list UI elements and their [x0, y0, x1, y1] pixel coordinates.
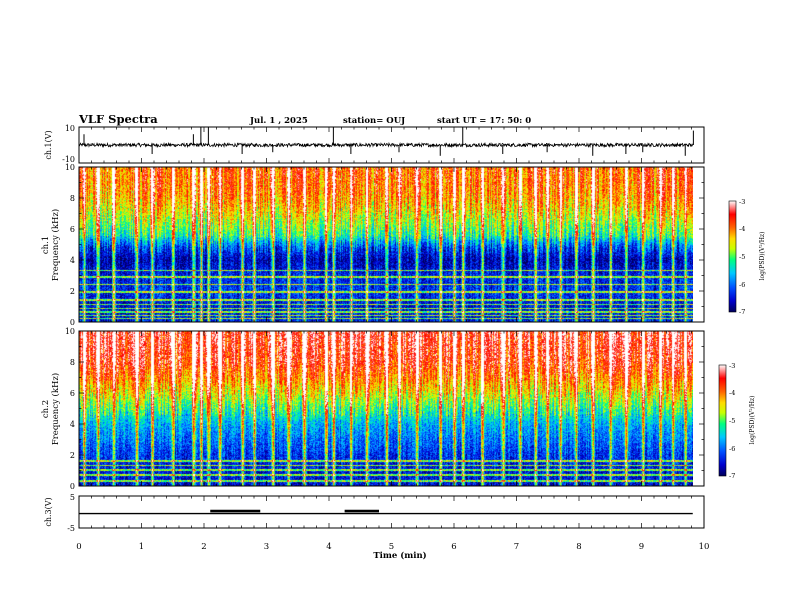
time-tick-10: 10	[699, 542, 710, 552]
ch1-freq-tick-8: 8	[70, 194, 75, 203]
ch2-freq-tick-4: 4	[70, 420, 75, 429]
ch1-noise-trace	[78, 141, 694, 149]
ch1-ytick-top: 10	[65, 124, 75, 133]
ch1-freq-tick-10: 10	[65, 163, 75, 172]
ch1-spectrogram-heatmap	[79, 167, 693, 322]
ch3-ytick-top: 5	[70, 493, 75, 502]
ch2-spectrogram-heatmap	[79, 331, 693, 486]
time-tick-3: 3	[264, 542, 269, 552]
time-tick-0: 0	[76, 542, 81, 552]
ch1-colorbar-tick-7: -7	[739, 308, 745, 316]
time-tick-1: 1	[139, 542, 144, 552]
ch1-colorbar-tick-3: -3	[739, 198, 745, 206]
ch3-signal-ylabel: ch.3(V)	[44, 497, 53, 526]
ch2-freq-tick-0: 0	[70, 482, 75, 491]
time-axis-label: Time (min)	[373, 550, 426, 561]
date-label: Jul. 1 , 2025	[249, 116, 308, 126]
ch2-colorbar: -3 -4 -5 -6 -7 log(PSD)(V²/Hz)	[718, 362, 756, 480]
time-tick-9: 9	[639, 542, 644, 552]
time-tick-8: 8	[576, 542, 581, 552]
time-axis-tick-labels: 0 1 2 3 4 5 6 7 8 9 10	[76, 542, 709, 552]
station-label: station= OUJ	[343, 116, 405, 126]
ch2-freq-tick-10: 10	[65, 327, 75, 336]
ch1-colorbar: -3 -4 -5 -6 -7 log(PSD)(V²/Hz)	[728, 198, 766, 316]
ch2-spectrogram-panel: 0 2 4 6 8 10 ch.2 Frequency (kHz)	[41, 327, 705, 491]
ch1-spectrogram-ylabel: Frequency (kHz)	[50, 209, 61, 281]
time-tick-2: 2	[201, 542, 206, 552]
ch2-freq-tick-8: 8	[70, 358, 75, 367]
ch1-freq-tick-2: 2	[70, 287, 75, 296]
ch2-spectrogram-ylabel: Frequency (kHz)	[50, 373, 61, 445]
ch2-freq-tick-2: 2	[70, 451, 75, 460]
ch1-spectrogram-channel-label: ch.1	[41, 236, 51, 254]
ch1-waveform-ylabel: ch.1(V)	[44, 130, 53, 159]
ch3-signal-ticks	[78, 496, 705, 528]
ch2-colorbar-tick-4: -4	[729, 389, 735, 397]
ch2-colorbar-tick-7: -7	[729, 472, 735, 480]
ch1-freq-tick-6: 6	[70, 225, 75, 234]
ch1-colorbar-scale	[728, 200, 737, 313]
ch1-waveform-ticks	[78, 127, 705, 163]
ch2-colorbar-tick-5: -5	[729, 417, 735, 425]
ch1-waveform-trace	[78, 127, 694, 156]
ch1-colorbar-tick-6: -6	[739, 281, 745, 289]
ch1-colorbar-tick-4: -4	[739, 225, 745, 233]
figure-title: VLF Spectra	[78, 112, 158, 126]
ch1-colorbar-tick-5: -5	[739, 253, 745, 261]
ch1-colorbar-label: log(PSD)(V²/Hz)	[759, 232, 766, 281]
ch2-spectrogram-channel-label: ch.2	[41, 400, 51, 418]
ch2-freq-tick-6: 6	[70, 389, 75, 398]
ch1-ytick-bottom: -10	[62, 155, 75, 164]
time-tick-7: 7	[514, 542, 519, 552]
ch3-signal-trace	[79, 509, 693, 515]
ch2-colorbar-label: log(PSD)(V²/Hz)	[749, 396, 756, 445]
ch1-freq-tick-0: 0	[70, 318, 75, 327]
ch1-waveform-panel: 10 -10 ch.1(V)	[44, 124, 705, 164]
ch1-spectrogram-panel: 0 2 4 6 8 10 ch.1 Frequency (kHz)	[41, 163, 705, 327]
ch1-freq-tick-4: 4	[70, 256, 75, 265]
start-time-label: start UT = 17: 50: 0	[437, 116, 531, 126]
ch2-colorbar-tick-3: -3	[729, 362, 735, 370]
ch2-colorbar-tick-6: -6	[729, 445, 735, 453]
time-tick-4: 4	[326, 542, 331, 552]
ch2-colorbar-scale	[718, 364, 727, 477]
time-tick-5: 5	[389, 542, 394, 552]
ch2-spectrogram-ticks	[78, 330, 705, 487]
time-tick-6: 6	[451, 542, 456, 552]
ch3-ytick-bottom: -5	[67, 524, 75, 533]
ch1-spectrogram-ticks	[78, 166, 705, 323]
ch3-signal-panel: 5 -5 ch.3(V)	[44, 493, 705, 533]
